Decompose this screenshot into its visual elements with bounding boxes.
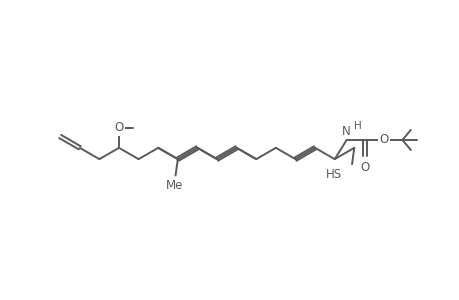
Text: N: N: [341, 125, 350, 138]
Text: O: O: [114, 121, 123, 134]
Text: HS: HS: [325, 168, 341, 181]
Text: H: H: [353, 121, 361, 131]
Text: Me: Me: [166, 179, 183, 192]
Text: O: O: [378, 134, 387, 146]
Text: O: O: [360, 160, 369, 174]
